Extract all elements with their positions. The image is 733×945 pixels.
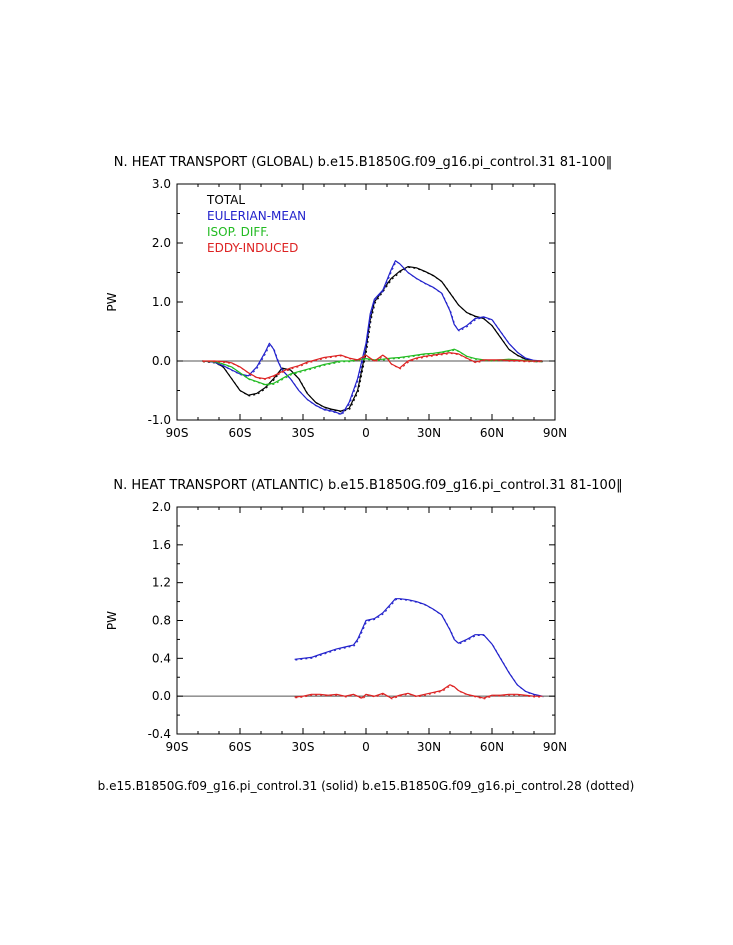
x-tick-label: 60S <box>229 740 252 754</box>
legend-total: TOTAL <box>206 193 245 207</box>
y-tick-label: 0.8 <box>152 614 171 628</box>
atlantic-heat-transport-chart: N. HEAT TRANSPORT (ATLANTIC) b.e15.B1850… <box>105 478 623 754</box>
series-line-eddy-induced <box>202 352 543 380</box>
series-line-dotted-series-0 <box>295 599 544 698</box>
y-tick-label: 1.2 <box>152 576 171 590</box>
x-tick-label: 60S <box>229 426 252 440</box>
x-tick-label: 60N <box>480 426 504 440</box>
series-line-dotted-eddy-induced <box>202 352 544 381</box>
y-tick-label: 0.0 <box>152 354 171 368</box>
y-tick-label: -1.0 <box>148 413 171 427</box>
y-tick-label: 3.0 <box>152 177 171 191</box>
y-tick-label: 2.0 <box>152 236 171 250</box>
x-tick-label: 90S <box>166 426 189 440</box>
legend-global: TOTAL EULERIAN-MEAN ISOP. DIFF. EDDY-IND… <box>206 193 306 255</box>
x-tick-label: 90S <box>166 740 189 754</box>
footer-caption: b.e15.B1850G.f09_g16.pi_control.31 (soli… <box>98 779 635 793</box>
y-tick-label: 2.0 <box>152 500 171 514</box>
x-tick-label: 60N <box>480 740 504 754</box>
x-tick-label: 30S <box>292 426 315 440</box>
series-line-dotted-eulerian-mean <box>202 260 544 416</box>
series-line-dotted-series-1 <box>295 685 544 700</box>
series-line-total <box>202 266 543 412</box>
chart-title-atlantic: N. HEAT TRANSPORT (ATLANTIC) b.e15.B1850… <box>113 478 622 493</box>
x-tick-label: 0 <box>362 740 370 754</box>
series-line-eulerian-mean <box>202 260 543 415</box>
legend-eddy-induced: EDDY-INDUCED <box>207 241 298 255</box>
x-tick-label: 90N <box>543 426 567 440</box>
series-line-dotted-isop-diff <box>202 349 544 386</box>
y-tick-label: 1.0 <box>152 295 171 309</box>
y-axis-label: PW <box>105 611 119 630</box>
global-heat-transport-chart: N. HEAT TRANSPORT (GLOBAL) b.e15.B1850G.… <box>105 155 612 440</box>
x-tick-label: 30S <box>292 740 315 754</box>
y-axis-label: PW <box>105 292 119 311</box>
x-tick-label: 30N <box>417 740 441 754</box>
y-tick-label: 1.6 <box>152 538 171 552</box>
x-tick-label: 90N <box>543 740 567 754</box>
y-tick-label: 0.4 <box>152 651 171 665</box>
y-tick-label: 0.0 <box>152 689 171 703</box>
x-tick-label: 30N <box>417 426 441 440</box>
series-line-dotted-total <box>202 266 544 413</box>
y-tick-label: -0.4 <box>148 727 171 741</box>
x-tick-label: 0 <box>362 426 370 440</box>
series-line-series-1 <box>294 684 543 699</box>
chart-title-global: N. HEAT TRANSPORT (GLOBAL) b.e15.B1850G.… <box>114 155 613 170</box>
legend-isop-diff: ISOP. DIFF. <box>207 225 269 239</box>
series-line-series-0 <box>294 598 543 697</box>
legend-eulerian-mean: EULERIAN-MEAN <box>207 209 306 223</box>
series-line-isop-diff <box>202 348 543 386</box>
